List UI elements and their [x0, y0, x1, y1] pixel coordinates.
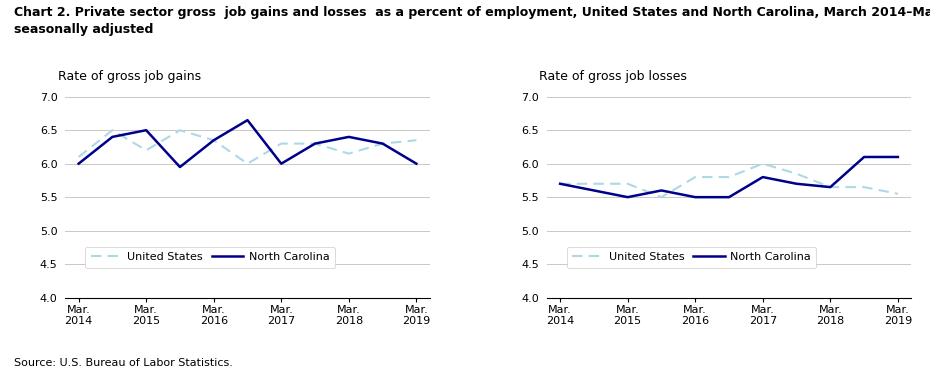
United States	[377, 141, 388, 146]
North Carolina	[275, 161, 286, 166]
North Carolina	[208, 138, 219, 142]
North Carolina	[140, 128, 152, 132]
North Carolina	[791, 182, 803, 186]
United States	[343, 151, 354, 156]
Line: United States: United States	[79, 130, 417, 164]
United States	[208, 138, 219, 142]
Text: Rate of gross job gains: Rate of gross job gains	[58, 70, 201, 83]
Line: United States: United States	[560, 164, 897, 197]
Line: North Carolina: North Carolina	[79, 120, 417, 167]
North Carolina	[73, 161, 85, 166]
North Carolina	[622, 195, 633, 199]
North Carolina	[892, 155, 903, 159]
North Carolina	[589, 188, 600, 193]
United States	[757, 161, 768, 166]
North Carolina	[858, 155, 870, 159]
North Carolina	[757, 175, 768, 179]
North Carolina	[107, 135, 118, 139]
United States	[140, 148, 152, 153]
North Carolina	[656, 188, 667, 193]
United States	[622, 182, 633, 186]
North Carolina	[174, 165, 185, 169]
North Carolina	[310, 141, 321, 146]
United States	[690, 175, 701, 179]
United States	[73, 155, 85, 159]
United States	[107, 128, 118, 132]
United States	[724, 175, 735, 179]
Legend: United States, North Carolina: United States, North Carolina	[566, 247, 817, 268]
North Carolina	[343, 135, 354, 139]
Text: Chart 2. Private sector gross  job gains and losses  as a percent of employment,: Chart 2. Private sector gross job gains …	[14, 6, 930, 36]
United States	[858, 185, 870, 189]
United States	[791, 171, 803, 176]
Legend: United States, North Carolina: United States, North Carolina	[86, 247, 335, 268]
United States	[825, 185, 836, 189]
United States	[656, 195, 667, 199]
North Carolina	[825, 185, 836, 189]
North Carolina	[690, 195, 701, 199]
North Carolina	[554, 182, 565, 186]
North Carolina	[724, 195, 735, 199]
Line: North Carolina: North Carolina	[560, 157, 897, 197]
North Carolina	[242, 118, 253, 122]
United States	[554, 182, 565, 186]
Text: Rate of gross job losses: Rate of gross job losses	[539, 70, 687, 83]
North Carolina	[411, 161, 422, 166]
United States	[411, 138, 422, 142]
United States	[310, 141, 321, 146]
United States	[174, 128, 185, 132]
United States	[275, 141, 286, 146]
North Carolina	[377, 141, 388, 146]
United States	[589, 182, 600, 186]
United States	[242, 161, 253, 166]
United States	[892, 192, 903, 196]
Text: Source: U.S. Bureau of Labor Statistics.: Source: U.S. Bureau of Labor Statistics.	[14, 358, 232, 368]
